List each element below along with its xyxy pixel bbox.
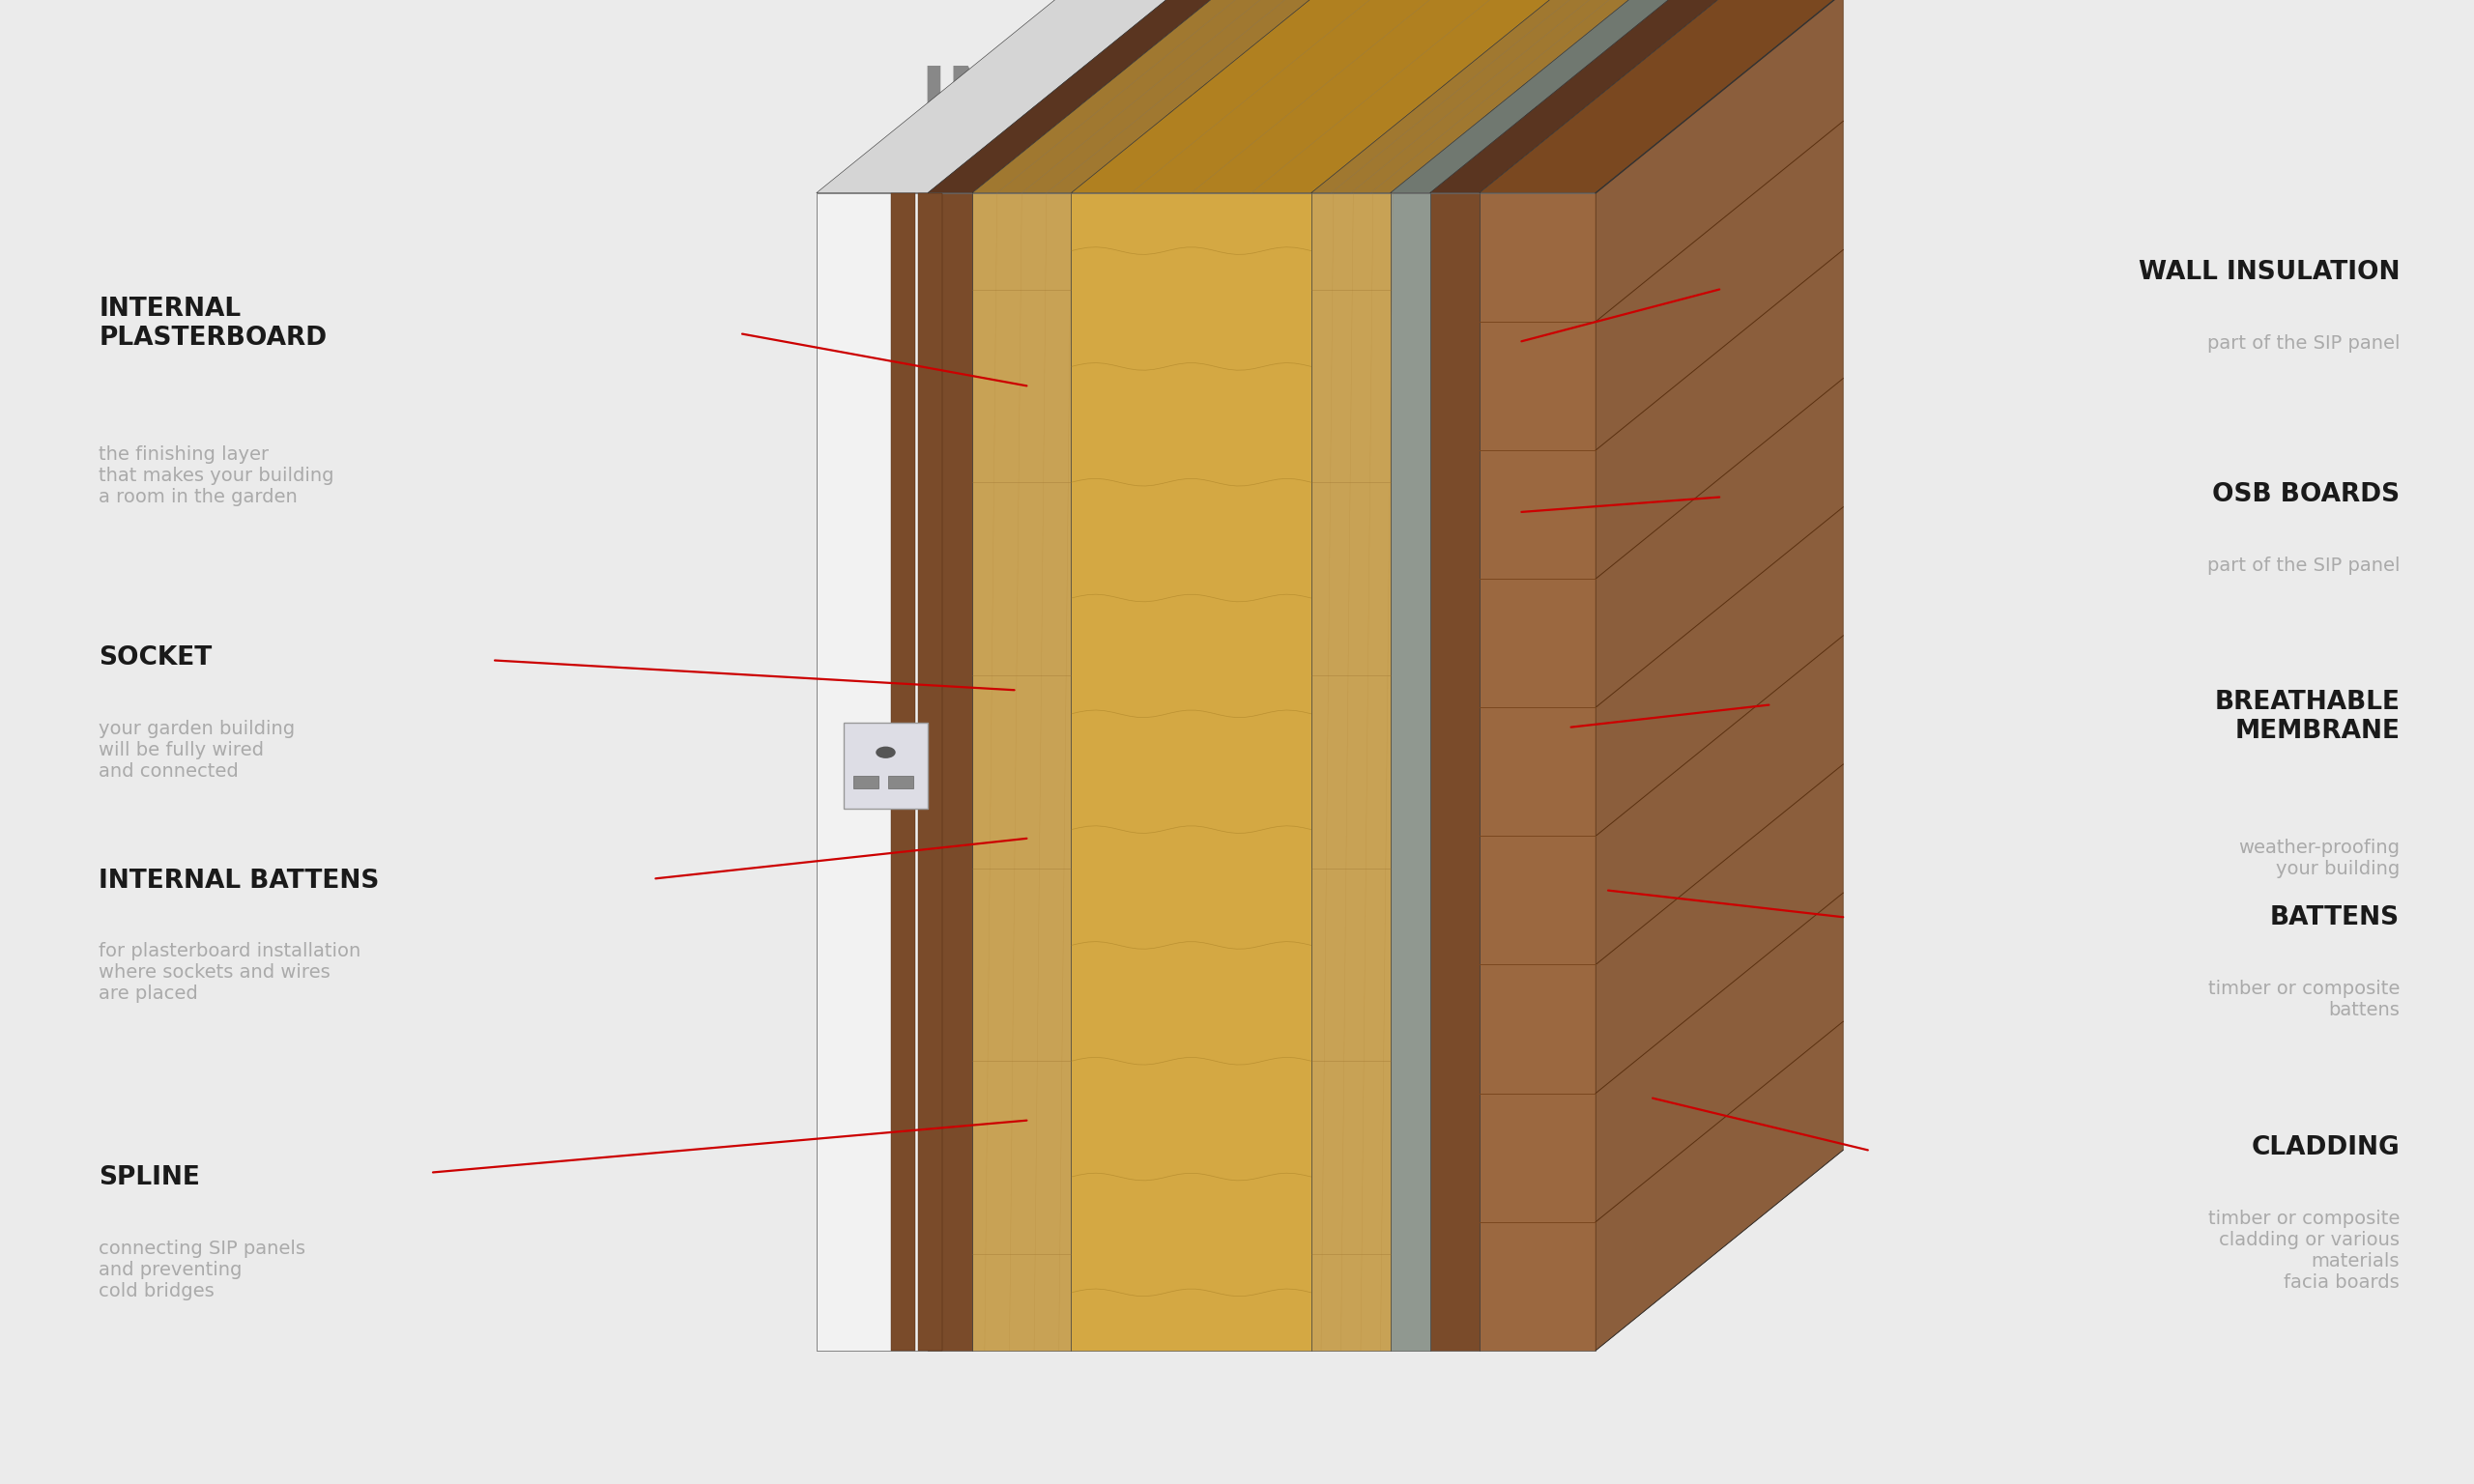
Text: SPLINE: SPLINE — [99, 1165, 200, 1190]
Polygon shape — [1390, 0, 1677, 193]
Polygon shape — [1430, 193, 1479, 1350]
Polygon shape — [918, 193, 943, 1350]
Polygon shape — [928, 0, 1220, 193]
Polygon shape — [1311, 0, 1638, 193]
Polygon shape — [891, 193, 915, 1350]
Text: part of the SIP panel: part of the SIP panel — [2207, 334, 2400, 352]
Polygon shape — [972, 193, 1071, 1350]
Text: OSB BOARDS: OSB BOARDS — [2212, 482, 2400, 508]
Text: BATTENS: BATTENS — [2271, 905, 2400, 930]
Text: INTERNAL
PLASTERBOARD: INTERNAL PLASTERBOARD — [99, 297, 327, 350]
Polygon shape — [1071, 193, 1311, 1350]
Polygon shape — [844, 723, 928, 809]
Text: BREATHABLE
MEMBRANE: BREATHABLE MEMBRANE — [2214, 690, 2400, 743]
Polygon shape — [816, 0, 1175, 193]
Polygon shape — [928, 193, 972, 1350]
Polygon shape — [816, 193, 928, 1350]
Text: CLADDING: CLADDING — [2251, 1135, 2400, 1160]
Text: SOCKET: SOCKET — [99, 646, 213, 671]
Polygon shape — [972, 0, 1319, 193]
Text: your garden building
will be fully wired
and connected: your garden building will be fully wired… — [99, 720, 294, 781]
Polygon shape — [1596, 0, 1843, 1350]
Polygon shape — [1479, 0, 1843, 193]
Bar — [888, 776, 913, 788]
Text: INTERNAL WALL: INTERNAL WALL — [920, 64, 1554, 129]
Polygon shape — [1390, 193, 1430, 1350]
Text: INTERNAL BATTENS: INTERNAL BATTENS — [99, 868, 379, 893]
Polygon shape — [1071, 0, 1559, 193]
Polygon shape — [1311, 193, 1390, 1350]
Polygon shape — [1430, 0, 1727, 193]
Bar — [854, 776, 878, 788]
Text: connecting SIP panels
and preventing
cold bridges: connecting SIP panels and preventing col… — [99, 1239, 307, 1300]
Text: for plasterboard installation
where sockets and wires
are placed: for plasterboard installation where sock… — [99, 942, 361, 1003]
Text: timber or composite
battens: timber or composite battens — [2209, 979, 2400, 1020]
Text: timber or composite
cladding or various
materials
facia boards: timber or composite cladding or various … — [2209, 1209, 2400, 1291]
Text: the finishing layer
that makes your building
a room in the garden: the finishing layer that makes your buil… — [99, 445, 334, 506]
Text: weather-proofing
your building: weather-proofing your building — [2239, 838, 2400, 879]
Text: WALL INSULATION: WALL INSULATION — [2138, 260, 2400, 285]
Polygon shape — [1479, 193, 1596, 1350]
Text: part of the SIP panel: part of the SIP panel — [2207, 556, 2400, 574]
Circle shape — [876, 746, 896, 758]
